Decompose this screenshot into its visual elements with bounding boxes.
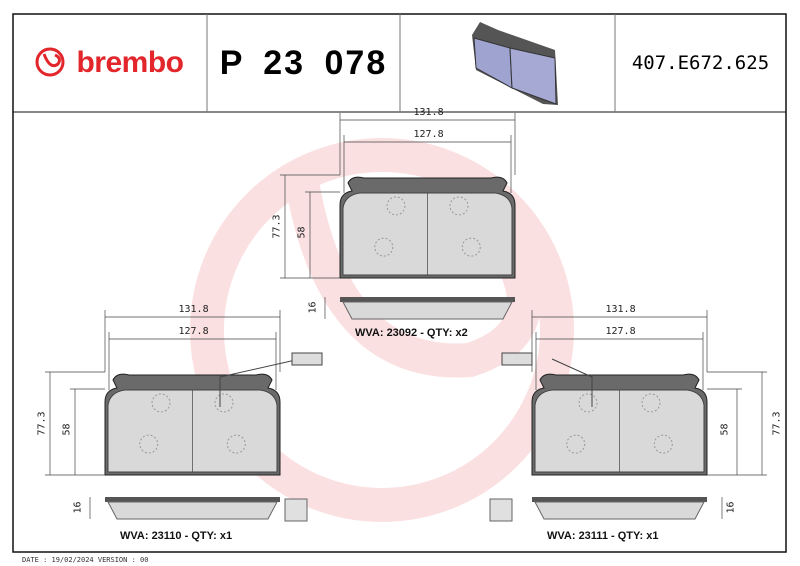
brand-name: brembo	[76, 46, 184, 79]
side-friction	[107, 501, 278, 520]
width-inner-dimension: 127.8	[413, 129, 444, 140]
height-inner-dimension: 58	[719, 422, 731, 436]
side-friction	[342, 301, 513, 320]
hole-outline	[226, 434, 246, 454]
hole-outline	[386, 196, 406, 216]
wva-quantity-label: WVA: 23092 - QTY: x2	[355, 327, 468, 339]
height-outer-dimension: 77.3	[271, 213, 283, 239]
hole-outline	[653, 434, 673, 454]
wva-quantity-label: WVA: 23110 - QTY: x1	[120, 530, 233, 542]
sensor-plug	[501, 352, 533, 366]
hole-outline	[214, 393, 234, 413]
thickness-dimension: 16	[72, 501, 84, 514]
thickness-dimension: 16	[307, 301, 319, 314]
brake-pad-3d-icon	[472, 22, 558, 105]
height-outer-dimension: 77.3	[771, 410, 783, 436]
hole-outline	[449, 196, 469, 216]
width-outer-dimension: 131.8	[605, 304, 636, 315]
hole-outline	[139, 434, 159, 454]
side-friction	[534, 501, 705, 520]
brembo-logo-icon	[35, 47, 65, 77]
brand-cell: brembo	[13, 14, 207, 112]
width-inner-dimension: 127.8	[605, 326, 636, 337]
side-backing	[532, 497, 707, 502]
watermark-logo	[190, 138, 574, 522]
width-outer-dimension: 131.8	[413, 107, 444, 118]
thickness-dimension: 16	[725, 501, 737, 514]
height-inner-dimension: 58	[296, 225, 308, 239]
footer-date-version: DATE : 19/02/2024 VERSION : 00	[22, 556, 149, 564]
width-inner-dimension: 127.8	[178, 326, 209, 337]
reference-number: 407.E672.625	[631, 52, 770, 74]
hole-outline	[151, 393, 171, 413]
sensor-connector	[489, 498, 513, 522]
side-backing	[340, 297, 515, 302]
hole-outline	[566, 434, 586, 454]
sensor-connector	[284, 498, 308, 522]
hole-outline	[641, 393, 661, 413]
wva-quantity-label: WVA: 23111 - QTY: x1	[547, 530, 659, 542]
hole-outline	[461, 237, 481, 257]
width-outer-dimension: 131.8	[178, 304, 209, 315]
wear-sensor-wire	[219, 358, 301, 407]
wear-sensor-wire	[551, 358, 593, 407]
part-number: P 23 078	[219, 43, 388, 82]
sensor-plug	[291, 352, 323, 366]
hole-outline	[578, 393, 598, 413]
height-inner-dimension: 58	[61, 422, 73, 436]
hole-outline	[374, 237, 394, 257]
height-outer-dimension: 77.3	[36, 410, 48, 436]
side-backing	[105, 497, 280, 502]
